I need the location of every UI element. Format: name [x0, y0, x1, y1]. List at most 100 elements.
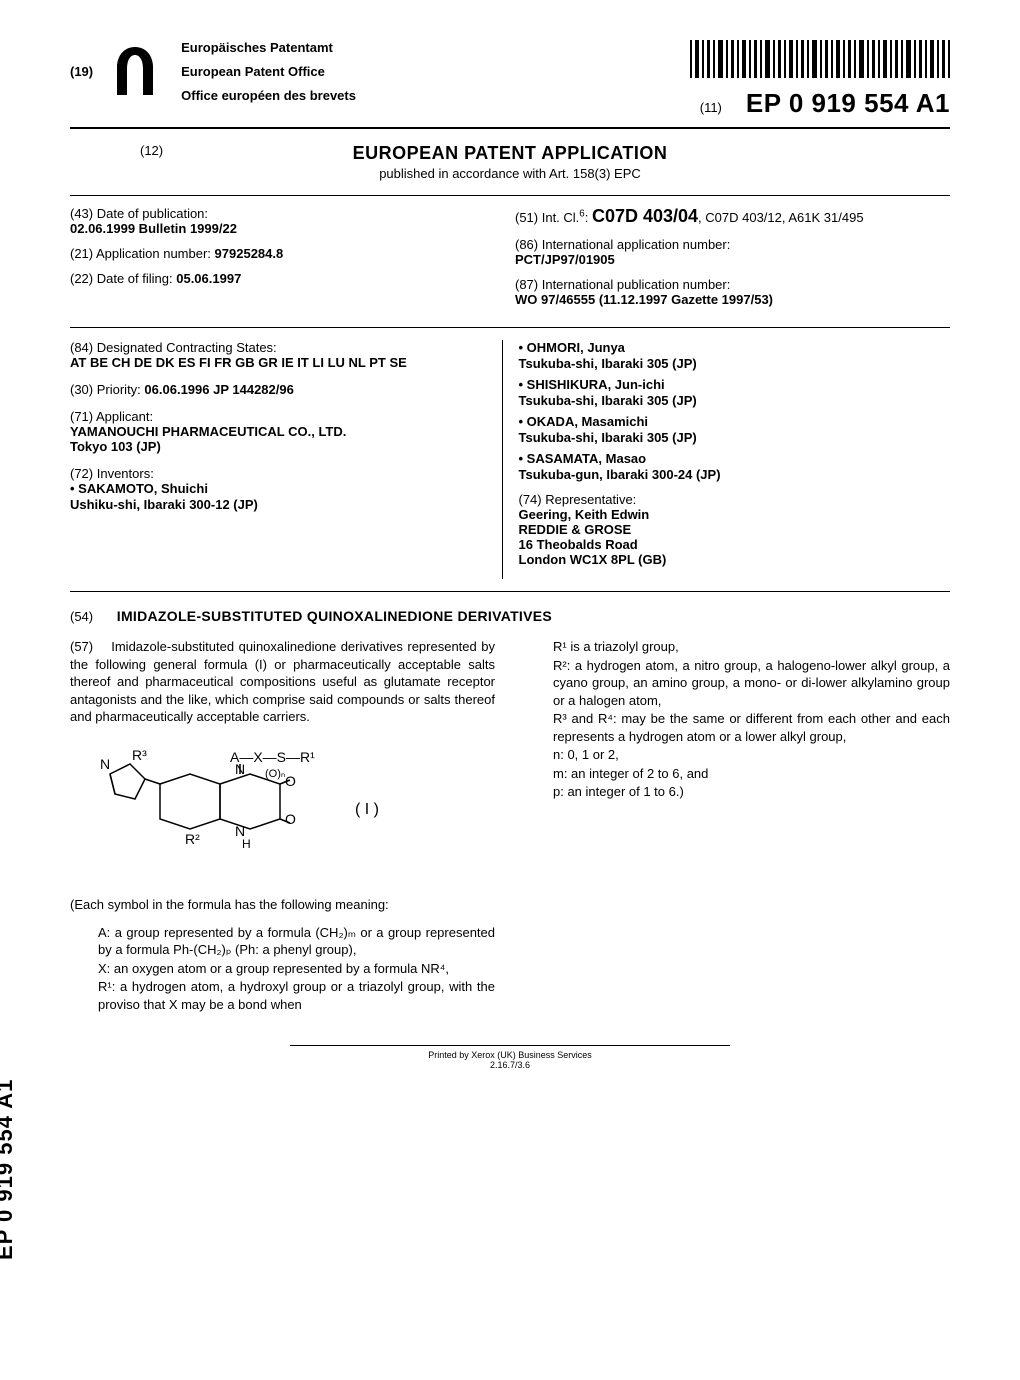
parties-right: OHMORI, Junya Tsukuba-shi, Ibaraki 305 (…: [502, 340, 951, 579]
def-R2: R²: a hydrogen atom, a nitro group, a ha…: [553, 657, 950, 710]
applicant-name: YAMANOUCHI PHARMACEUTICAL CO., LTD.: [70, 424, 490, 439]
intl-app-label: (86) International application number:: [515, 237, 950, 252]
rep-addr2: London WC1X 8PL (GB): [519, 552, 939, 567]
office-de: Europäisches Patentamt: [181, 40, 356, 55]
def-R1: R¹: a hydrogen atom, a hydroxyl group or…: [98, 978, 495, 1013]
def-X: X: an oxygen atom or a group represented…: [98, 960, 495, 978]
def-R34: R³ and R⁴: may be the same or different …: [553, 710, 950, 745]
abstract-left: (57) Imidazole-substituted quinoxalinedi…: [70, 638, 495, 1015]
svg-text:A—X—S—R¹: A—X—S—R¹: [230, 749, 315, 765]
abstract-right: R¹ is a triazolyl group, R²: a hydrogen …: [525, 638, 950, 1015]
parties-block: (84) Designated Contracting States: AT B…: [70, 328, 950, 592]
applicant-label: (71) Applicant:: [70, 409, 490, 424]
rep-firm: REDDIE & GROSE: [519, 522, 939, 537]
code-11: (11): [700, 100, 722, 115]
svg-text:N: N: [100, 756, 110, 772]
header: (19) Europäisches Patentamt European Pat…: [70, 40, 950, 129]
inventor-addr: Tsukuba-shi, Ibaraki 305 (JP): [519, 430, 939, 445]
ipc: (51) Int. Cl.6: C07D 403/04, C07D 403/12…: [515, 206, 950, 227]
barcode-icon: [690, 40, 950, 78]
publication-number-row: (11) EP 0 919 554 A1: [700, 88, 950, 119]
pub-date: (43) Date of publication: 02.06.1999 Bul…: [70, 206, 505, 236]
abstract-text1: Imidazole-substituted quinoxalinedione d…: [70, 639, 495, 724]
svg-text:(O)ₙ: (O)ₙ: [265, 768, 285, 780]
office-fr: Office européen des brevets: [181, 88, 356, 103]
side-publication-label: EP 0 919 554 A1: [0, 1079, 18, 1260]
definitions-left: A: a group represented by a formula (CH₂…: [70, 924, 495, 1014]
svg-text:R²: R²: [185, 831, 200, 847]
invention-title: IMIDAZOLE-SUBSTITUTED QUINOXALINEDIONE D…: [117, 608, 552, 624]
ipc-sup: 6: [579, 209, 584, 220]
inventor-list-left: SAKAMOTO, Shuichi Ushiku-shi, Ibaraki 30…: [70, 481, 490, 512]
header-right: (11) EP 0 919 554 A1: [690, 40, 950, 119]
inventors-label: (72) Inventors:: [70, 466, 490, 481]
ipc-main: C07D 403/04: [592, 206, 698, 226]
code-57: (57): [70, 639, 93, 654]
epo-logo-icon: [113, 45, 157, 99]
app-no-label: (21) Application number:: [70, 246, 211, 261]
inventor-list-right: OHMORI, Junya Tsukuba-shi, Ibaraki 305 (…: [519, 340, 939, 482]
intl-pub: (87) International publication number: W…: [515, 277, 950, 307]
code-54: (54): [70, 609, 93, 624]
footer-line1: Printed by Xerox (UK) Business Services: [290, 1050, 730, 1060]
def-R1b: R¹ is a triazolyl group,: [553, 638, 950, 656]
inventors: (72) Inventors: SAKAMOTO, Shuichi Ushiku…: [70, 466, 490, 512]
inventor-name: OKADA, Masamichi: [519, 414, 939, 429]
pub-date-value: 02.06.1999 Bulletin 1999/22: [70, 221, 505, 236]
filing-value: 05.06.1997: [176, 271, 241, 286]
inventor-addr: Tsukuba-shi, Ibaraki 305 (JP): [519, 393, 939, 408]
priority-label: (30) Priority:: [70, 382, 141, 397]
doc-subtitle: published in accordance with Art. 158(3)…: [70, 166, 950, 181]
header-left: (19) Europäisches Patentamt European Pat…: [70, 40, 690, 103]
applicant-addr: Tokyo 103 (JP): [70, 439, 490, 454]
code-19: (19): [70, 64, 93, 79]
footer: Printed by Xerox (UK) Business Services …: [290, 1045, 730, 1070]
symbols-intro: (Each symbol in the formula has the foll…: [70, 896, 495, 914]
doc-title: EUROPEAN PATENT APPLICATION: [70, 143, 950, 164]
inventor-name: SHISHIKURA, Jun-ichi: [519, 377, 939, 392]
intl-pub-label: (87) International publication number:: [515, 277, 950, 292]
priority-value: 06.06.1996 JP 144282/96: [144, 382, 293, 397]
app-no-value: 97925284.8: [215, 246, 284, 261]
title-block: (12) EUROPEAN PATENT APPLICATION publish…: [70, 143, 950, 181]
svg-text:H: H: [242, 837, 251, 851]
inventor-name: SASAMATA, Masao: [519, 451, 939, 466]
inventor-name: SAKAMOTO, Shuichi: [70, 481, 490, 496]
office-en: European Patent Office: [181, 64, 356, 79]
ipc-rest: , C07D 403/12, A61K 31/495: [698, 210, 864, 225]
footer-line2: 2.16.7/3.6: [290, 1060, 730, 1070]
chemical-formula-icon: N R³ R² N N H O O A—X—S—R¹ (O)ₙ: [90, 744, 390, 874]
meta-left: (43) Date of publication: 02.06.1999 Bul…: [70, 206, 505, 317]
svg-text:O: O: [285, 811, 296, 827]
inventor-addr: Tsukuba-gun, Ibaraki 300-24 (JP): [519, 467, 939, 482]
app-number: (21) Application number: 97925284.8: [70, 246, 505, 261]
def-p: p: an integer of 1 to 6.): [553, 783, 950, 801]
svg-text:( I ): ( I ): [355, 801, 379, 818]
states-label: (84) Designated Contracting States:: [70, 340, 490, 355]
parties-left: (84) Designated Contracting States: AT B…: [70, 340, 502, 579]
def-n: n: 0, 1 or 2,: [553, 746, 950, 764]
code-12: (12): [140, 143, 163, 158]
applicant: (71) Applicant: YAMANOUCHI PHARMACEUTICA…: [70, 409, 490, 454]
publication-number: EP 0 919 554 A1: [746, 88, 950, 119]
pub-date-label: (43) Date of publication:: [70, 206, 505, 221]
intl-app-value: PCT/JP97/01905: [515, 252, 950, 267]
abstract-para1: (57) Imidazole-substituted quinoxalinedi…: [70, 638, 495, 726]
logo-column: (19) Europäisches Patentamt European Pat…: [70, 40, 356, 103]
inventor-addr: Tsukuba-shi, Ibaraki 305 (JP): [519, 356, 939, 371]
rep-addr1: 16 Theobalds Road: [519, 537, 939, 552]
meta-right: (51) Int. Cl.6: C07D 403/04, C07D 403/12…: [505, 206, 950, 317]
intl-app: (86) International application number: P…: [515, 237, 950, 267]
invention-title-row: (54) IMIDAZOLE-SUBSTITUTED QUINOXALINEDI…: [70, 608, 950, 624]
definitions-right: R¹ is a triazolyl group, R²: a hydrogen …: [525, 638, 950, 801]
filing-label: (22) Date of filing:: [70, 271, 173, 286]
abstract: (57) Imidazole-substituted quinoxalinedi…: [70, 638, 950, 1015]
def-A: A: a group represented by a formula (CH₂…: [98, 924, 495, 959]
svg-text:R³: R³: [132, 747, 147, 763]
def-m: m: an integer of 2 to 6, and: [553, 765, 950, 783]
meta-block: (43) Date of publication: 02.06.1999 Bul…: [70, 195, 950, 328]
filing-date: (22) Date of filing: 05.06.1997: [70, 271, 505, 286]
inventor-name: OHMORI, Junya: [519, 340, 939, 355]
designated-states: (84) Designated Contracting States: AT B…: [70, 340, 490, 370]
states-value: AT BE CH DE DK ES FI FR GB GR IE IT LI L…: [70, 355, 490, 370]
